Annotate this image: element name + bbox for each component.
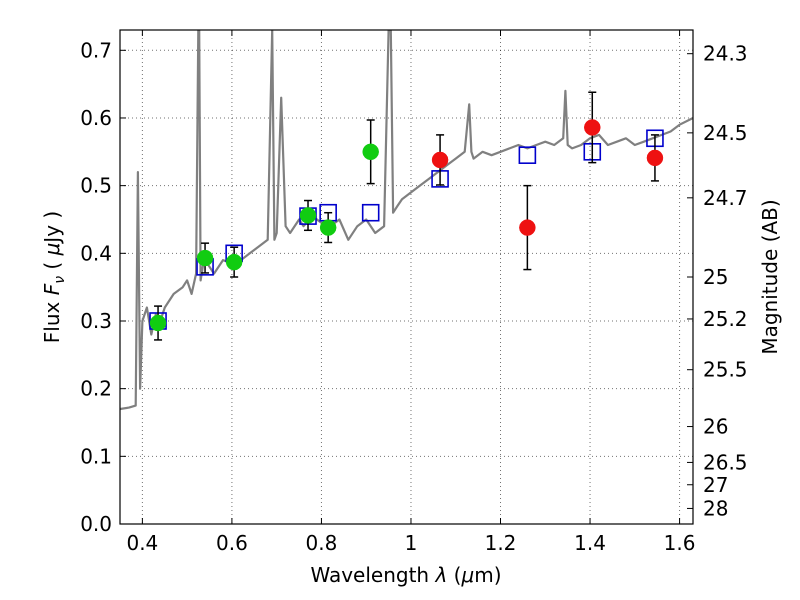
observation-point xyxy=(299,207,317,224)
y-tick-label: 0.4 xyxy=(80,241,112,265)
x-tick-label: 0.8 xyxy=(306,531,338,555)
observation-point xyxy=(196,249,214,267)
y-tick-label: 0.0 xyxy=(80,512,112,536)
observation-point xyxy=(225,253,243,271)
x-tick-label: 1.4 xyxy=(574,531,606,555)
observation-point xyxy=(519,219,536,236)
spectrum-line xyxy=(120,30,693,411)
y-tick-label: 0.5 xyxy=(80,174,112,198)
model-square-marker xyxy=(518,146,537,164)
x-tick-label: 0.4 xyxy=(126,531,158,555)
right-tick-label: 25.5 xyxy=(703,358,748,382)
observation-point xyxy=(362,143,379,161)
x-tick-label: 1.2 xyxy=(485,531,517,555)
right-tick-label: 24.3 xyxy=(703,42,748,66)
infrared-observations xyxy=(431,91,664,271)
y-tick-label: 0.3 xyxy=(80,309,112,333)
x-tick-label: 1 xyxy=(405,531,418,555)
model-spectrum xyxy=(120,30,693,411)
y-tick-label: 0.1 xyxy=(80,444,112,468)
y-tick-label: 0.2 xyxy=(80,377,112,401)
x-tick-label: 0.6 xyxy=(216,531,248,555)
observation-point xyxy=(431,151,449,169)
optical-observations xyxy=(149,119,379,341)
right-tick-label: 25.2 xyxy=(703,307,748,331)
observation-point xyxy=(646,149,664,167)
plot-series xyxy=(120,30,693,411)
model-square-marker xyxy=(361,203,380,222)
y-tick-label: 0.7 xyxy=(80,38,112,62)
axis-ticks: 0.4 0.6 0.8 1 1.2 1.4 1.6 0.0 0.1 0.2 0.3 0.4 0.5 0.6… xyxy=(80,30,748,555)
right-tick-label: 24.5 xyxy=(703,121,748,145)
observation-point xyxy=(584,119,601,136)
right-tick-label: 25 xyxy=(703,265,728,289)
observation-point xyxy=(319,219,337,236)
right-tick-label: 28 xyxy=(703,496,728,520)
x-tick-label: 1.6 xyxy=(664,531,696,555)
right-tick-label: 27 xyxy=(703,473,728,497)
right-tick-label: 24.7 xyxy=(703,186,748,210)
right-tick-label: 26 xyxy=(703,415,728,439)
observation-point xyxy=(149,314,167,332)
right-tick-label: 26.5 xyxy=(703,450,748,474)
y-tick-label: 0.6 xyxy=(80,106,112,130)
right-axis-label: Magnitude (AB) xyxy=(758,199,782,354)
y-axis-label: Flux Fν ( μJy ) xyxy=(40,211,68,343)
x-axis-label: Wavelength λ (μm) xyxy=(310,563,501,587)
